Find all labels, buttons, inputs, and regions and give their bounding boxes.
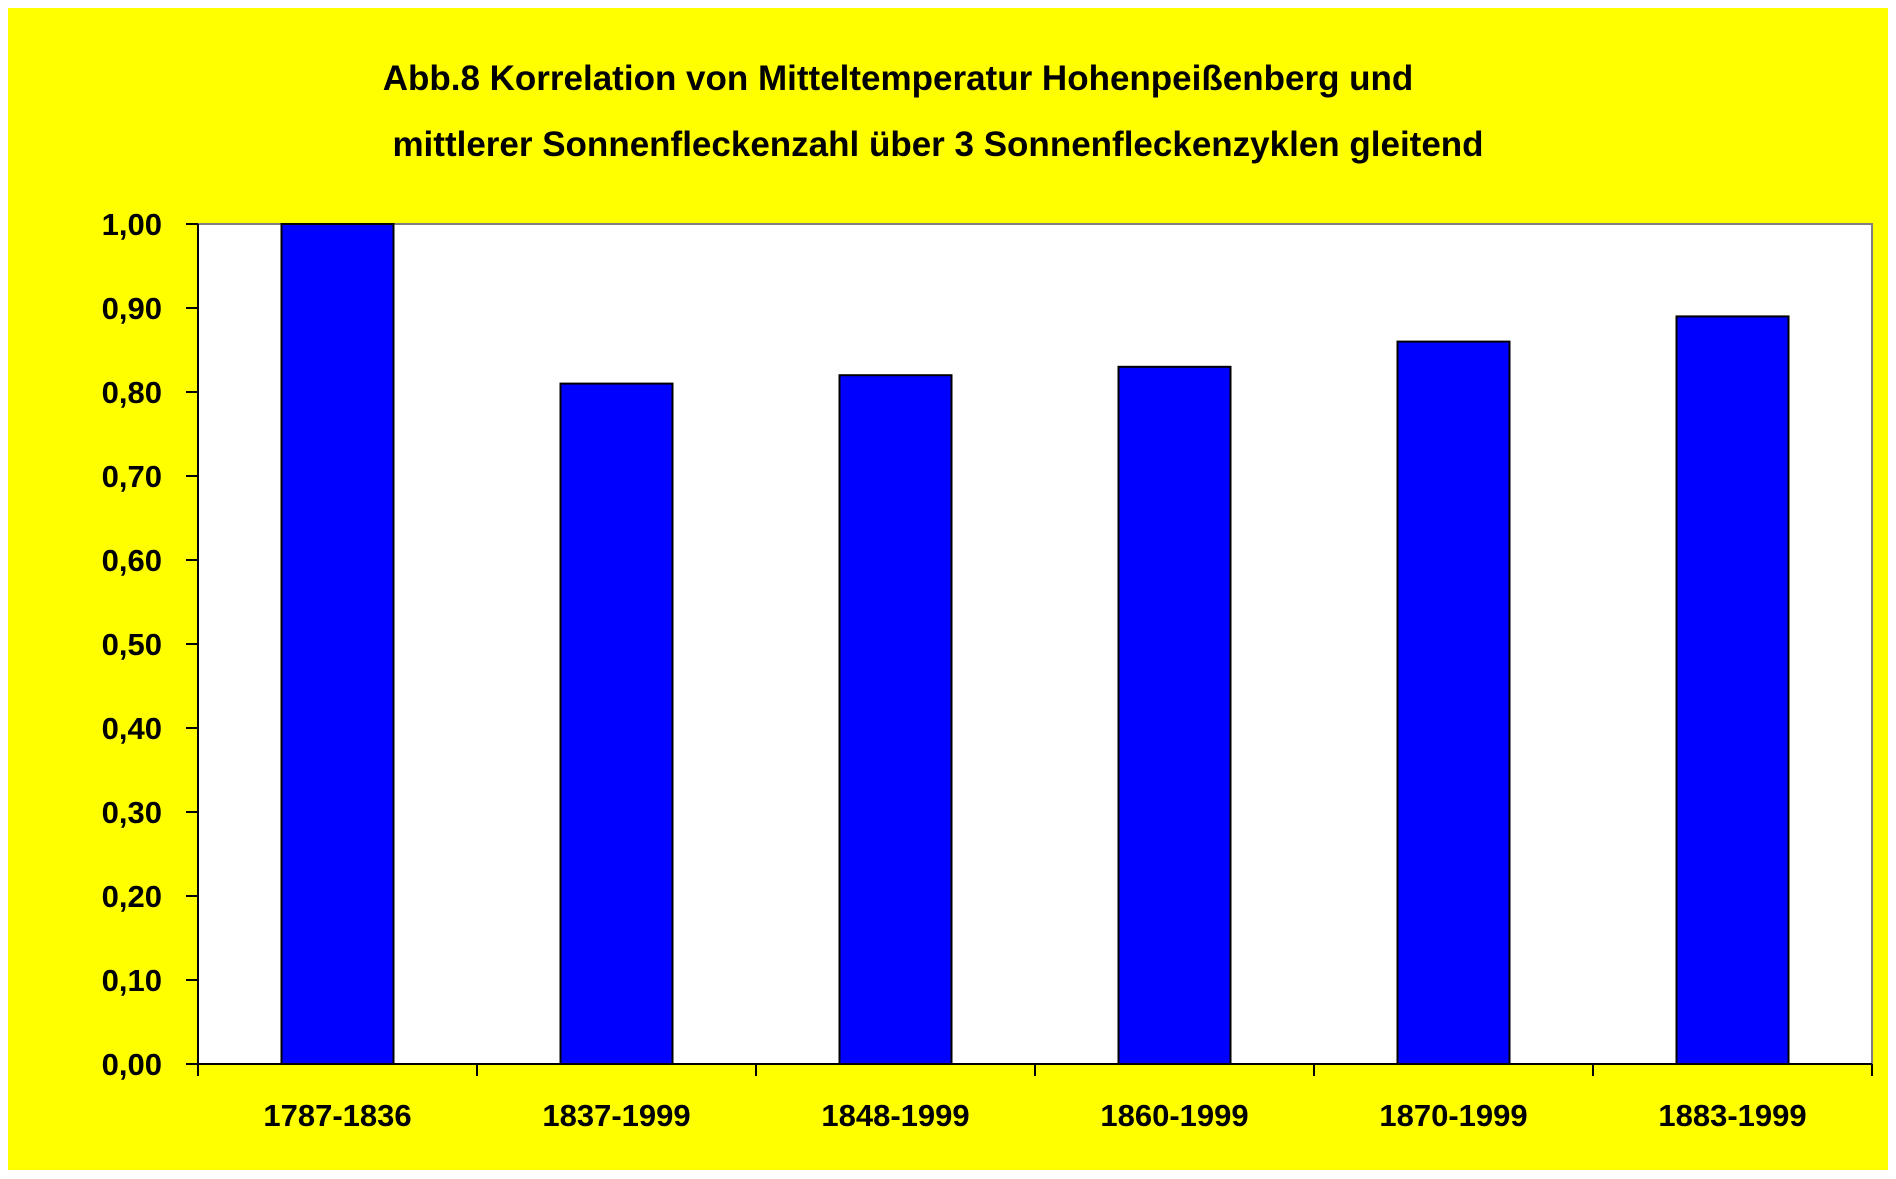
x-tick-label: 1870-1999 <box>1379 1098 1527 1133</box>
y-tick-label: 0,40 <box>102 711 162 746</box>
y-tick-label: 1,00 <box>102 207 162 242</box>
y-tick-label: 0,90 <box>102 291 162 326</box>
y-tick-label: 0,30 <box>102 795 162 830</box>
y-tick-label: 0,80 <box>102 375 162 410</box>
chart-title: Abb.8 Korrelation von Mitteltemperatur H… <box>8 46 1888 178</box>
bar-1848-1999 <box>838 374 953 1065</box>
y-tick-label: 0,10 <box>102 963 162 998</box>
y-tick-label: 0,00 <box>102 1047 162 1082</box>
x-tick-label: 1837-1999 <box>542 1098 690 1133</box>
bar-1787-1836 <box>280 223 395 1065</box>
y-tick-label: 0,20 <box>102 879 162 914</box>
chart-title-line-2: mittlerer Sonnenfleckenzahl über 3 Sonne… <box>392 125 1484 164</box>
x-tick-label: 1860-1999 <box>1100 1098 1248 1133</box>
x-tick-label: 1883-1999 <box>1658 1098 1806 1133</box>
chart-title-line-1: Abb.8 Korrelation von Mitteltemperatur H… <box>382 59 1414 98</box>
y-tick-label: 0,70 <box>102 459 162 494</box>
bar-1883-1999 <box>1675 315 1790 1065</box>
bar-1870-1999 <box>1396 340 1511 1066</box>
bar-1860-1999 <box>1117 365 1232 1065</box>
plot-area <box>197 223 1873 1065</box>
x-tick-label: 1787-1836 <box>263 1098 411 1133</box>
y-tick-label: 0,60 <box>102 543 162 578</box>
y-tick-label: 0,50 <box>102 627 162 662</box>
bar-1837-1999 <box>559 382 674 1066</box>
x-tick-label: 1848-1999 <box>821 1098 969 1133</box>
